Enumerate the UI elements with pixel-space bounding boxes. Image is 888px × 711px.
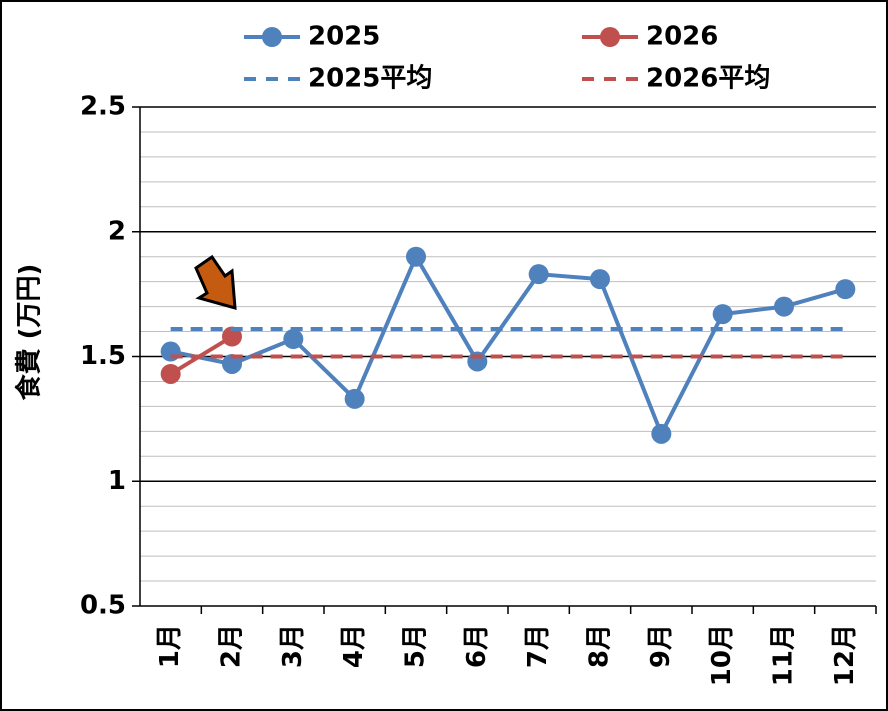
legend-label: 2026	[646, 22, 718, 52]
series-marker	[160, 363, 181, 384]
y-tick-label: 0.5	[80, 591, 126, 621]
x-tick-label: 7月	[523, 624, 553, 668]
x-tick-label: 3月	[278, 624, 308, 668]
x-tick-label: 2月	[217, 624, 247, 668]
legend-label: 2025平均	[308, 64, 432, 94]
legend-label: 2026平均	[646, 64, 770, 94]
legend-label: 2025	[308, 22, 380, 52]
series-marker	[712, 304, 733, 325]
x-tick-label: 1月	[155, 624, 185, 668]
series-marker	[222, 326, 242, 347]
x-tick-label: 8月	[585, 624, 615, 668]
y-axis-label: 食費 (万円)	[14, 264, 45, 401]
series-marker	[835, 279, 856, 300]
x-tick-label: 9月	[646, 624, 676, 668]
series-marker	[344, 388, 365, 409]
arrow-annotation	[194, 254, 237, 311]
series-marker	[590, 269, 610, 290]
y-tick-label: 1.5	[80, 341, 126, 371]
series-marker	[406, 246, 426, 267]
series-marker	[774, 296, 794, 317]
series-marker	[222, 353, 242, 374]
x-tick-label: 6月	[462, 624, 492, 668]
legend-marker	[262, 27, 282, 47]
series-line	[170, 252, 846, 439]
y-tick-label: 2	[108, 216, 126, 246]
series-marker	[528, 264, 549, 285]
series-marker	[160, 341, 181, 362]
y-tick-label: 1	[108, 466, 126, 496]
legend-marker	[600, 27, 620, 47]
x-tick-label: 10月	[707, 624, 737, 686]
series-marker	[283, 329, 304, 350]
x-tick-label: 4月	[339, 624, 369, 668]
series-marker	[651, 423, 672, 444]
x-tick-label: 12月	[830, 624, 860, 686]
x-tick-label: 11月	[769, 624, 799, 686]
y-tick-label: 2.5	[80, 92, 126, 122]
series-marker	[467, 351, 488, 372]
x-tick-label: 5月	[401, 624, 431, 668]
